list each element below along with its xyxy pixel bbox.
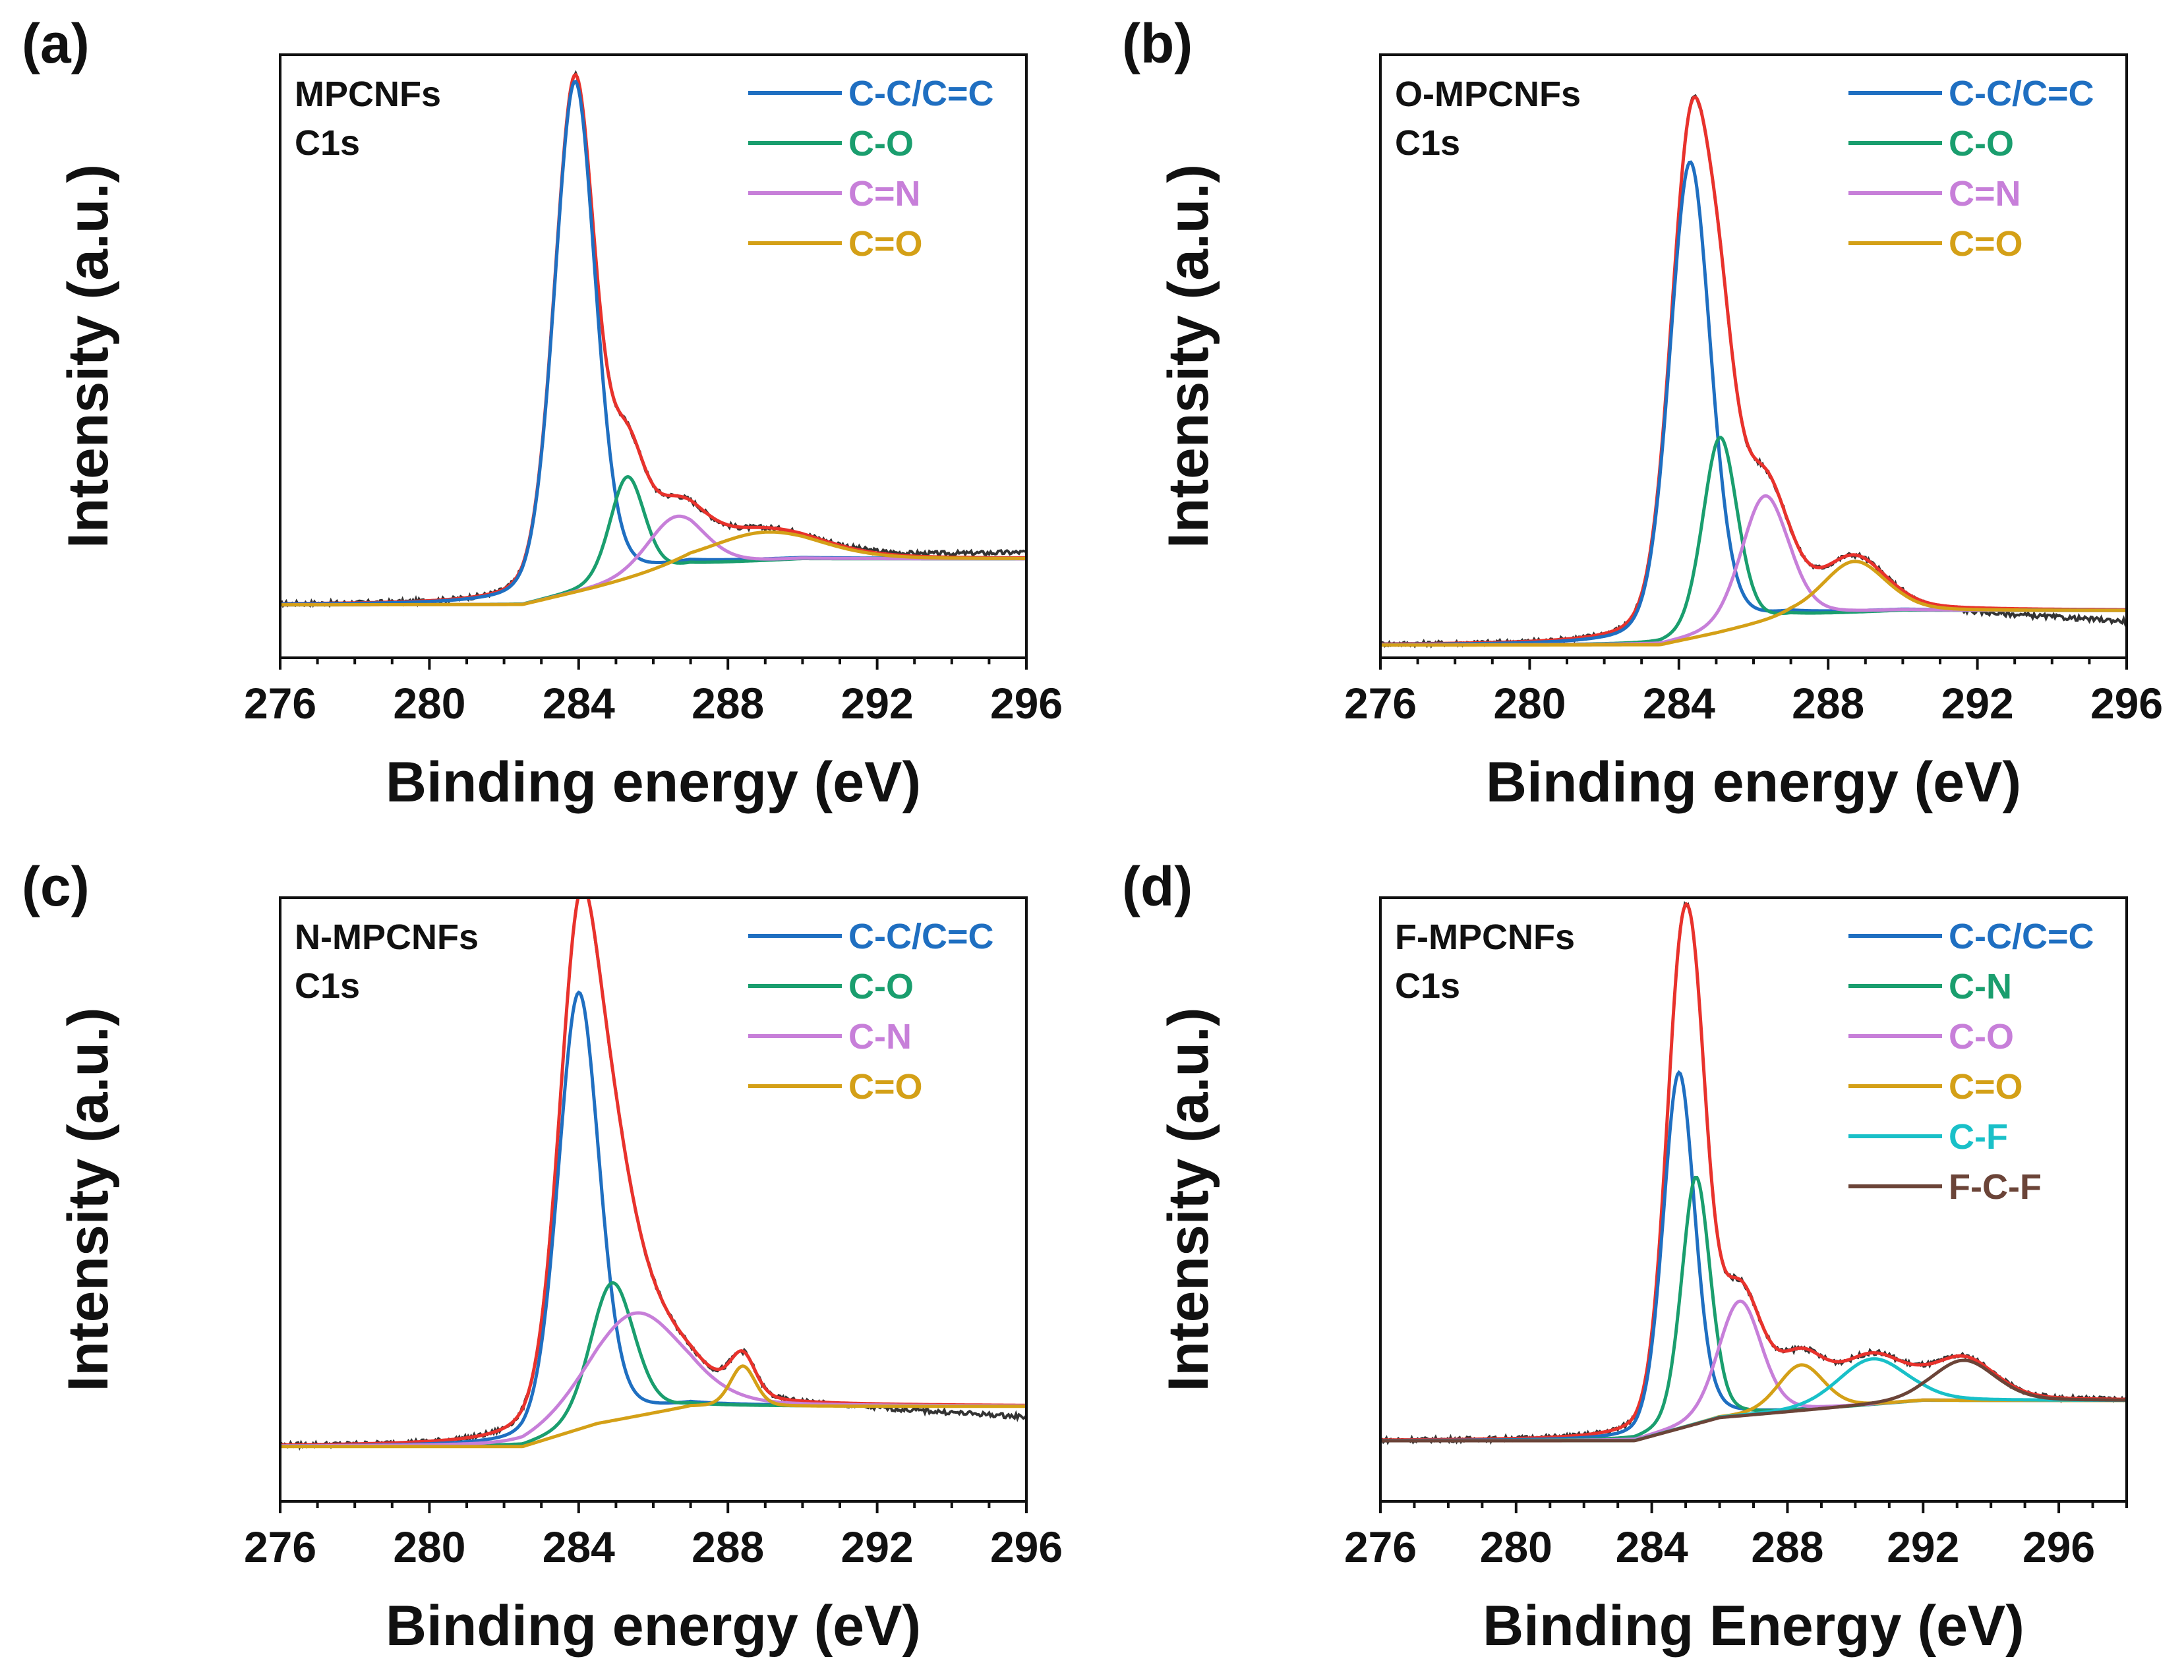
x-tick-label: 292: [1941, 679, 2014, 728]
component-line-c-o: [1382, 1363, 2125, 1443]
component-line-c-o: [281, 1281, 1025, 1448]
plot-frame: [279, 53, 1028, 659]
x-tick-label: 296: [2022, 1522, 2095, 1571]
y-axis-title: Intensity (a.u.): [57, 1008, 120, 1392]
component-line-c-o: [1382, 436, 2125, 647]
core-level-label: C1s: [295, 966, 360, 1006]
component-line-c-o: [281, 475, 1025, 607]
x-tick-label: 276: [244, 1522, 316, 1571]
core-level-label: C1s: [1395, 123, 1460, 163]
panel-letter: (d): [1122, 855, 1193, 917]
component-line-c-c-c-c: [281, 990, 1025, 1448]
x-tick-label: 292: [841, 1522, 914, 1571]
y-axis-title: Intensity (a.u.): [1157, 1008, 1220, 1392]
legend-label: C-N: [848, 1017, 912, 1057]
x-tick-label: 276: [244, 679, 316, 728]
panel-letter: (c): [22, 855, 90, 917]
fit-envelope-line: [281, 899, 1025, 1447]
x-tick-label: 296: [990, 679, 1063, 728]
legend-label: C=N: [1949, 174, 2021, 214]
x-tick-label: 288: [692, 1522, 764, 1571]
component-line-c-n: [281, 1311, 1025, 1448]
raw-spectrum-line: [281, 70, 1025, 608]
x-tick-label: 296: [990, 1522, 1063, 1571]
panel-letter: (a): [22, 13, 90, 74]
component-line-c-o: [1382, 560, 2125, 647]
x-tick-label: 292: [1887, 1522, 1959, 1571]
legend-label: C-O: [1949, 124, 2014, 163]
legend-label: C-O: [1949, 1017, 2014, 1057]
component-line-c-c-c-c: [281, 79, 1025, 606]
panel-b: (b) O-MPCNFs C1s 276 280 284 288 292 296 Binding …: [1122, 13, 2163, 814]
sample-label: MPCNFs: [295, 74, 441, 114]
x-tick-label: 280: [1493, 679, 1566, 728]
legend-label: C-O: [848, 967, 914, 1006]
x-tick-label: 292: [841, 679, 914, 728]
curves-group: [281, 899, 1025, 1451]
component-line-c-o: [1382, 1299, 2125, 1443]
fit-envelope-line: [281, 72, 1025, 606]
x-tick-label: 288: [1792, 679, 1864, 728]
legend-label: C=O: [848, 1067, 923, 1107]
legend-label: F-C-F: [1949, 1167, 2042, 1207]
x-tick-label: 288: [692, 679, 764, 728]
legend-label: C-O: [848, 124, 914, 163]
legend-label: C=N: [848, 174, 921, 214]
x-tick-label: 276: [1344, 1522, 1417, 1571]
x-tick-label: 284: [543, 679, 615, 728]
core-level-label: C1s: [295, 123, 360, 163]
panel-letter: (b): [1122, 13, 1193, 74]
legend-label: C-F: [1949, 1117, 2008, 1157]
curves-group: [1382, 900, 2125, 1445]
legend-label: C-C/C=C: [1949, 917, 2094, 956]
x-tick-label: 296: [2090, 679, 2163, 728]
component-line-c-o: [281, 530, 1025, 607]
y-axis-title: Intensity (a.u.): [1157, 164, 1220, 548]
x-tick-label: 280: [393, 1522, 465, 1571]
x-tick-label: 288: [1751, 1522, 1823, 1571]
panel-a: (a) MPCNFs C1s 276 280 284 288 292 296 Binding en…: [22, 13, 1063, 814]
x-axis-title: Binding energy (eV): [386, 751, 921, 814]
x-tick-label: 284: [1616, 1522, 1688, 1571]
x-axis-title: Binding energy (eV): [386, 1594, 921, 1658]
legend-label: C=O: [1949, 224, 2023, 264]
curves-group: [1382, 94, 2125, 649]
component-line-c-o: [281, 1364, 1025, 1449]
sample-label: O-MPCNFs: [1395, 74, 1581, 114]
legend-label: C-N: [1949, 967, 2012, 1006]
x-tick-label: 284: [543, 1522, 615, 1571]
component-line-f-c-f: [1382, 1358, 2125, 1443]
legend-label: C=O: [848, 224, 923, 264]
legend-label: C=O: [1949, 1067, 2023, 1107]
x-axis-title: Binding Energy (eV): [1483, 1594, 2024, 1658]
panel-d: (d) F-MPCNFs C1s 276 280 284 288 292 296 Binding …: [1122, 855, 2128, 1658]
panel-c: (c) N-MPCNFs C1s 276 280 284 288 292 296 Binding …: [22, 855, 1063, 1658]
x-tick-label: 280: [1480, 1522, 1552, 1571]
curves-group: [281, 70, 1025, 608]
sample-label: N-MPCNFs: [295, 917, 479, 957]
plot-frame: [279, 896, 1028, 1503]
plot-frame: [1379, 53, 2128, 659]
sample-label: F-MPCNFs: [1395, 917, 1575, 957]
y-axis-title: Intensity (a.u.): [57, 164, 120, 548]
x-tick-label: 276: [1344, 679, 1417, 728]
component-line-c-f: [1382, 1357, 2125, 1443]
legend-label: C-C/C=C: [1949, 74, 2094, 113]
x-tick-label: 284: [1643, 679, 1715, 728]
legend-label: C-C/C=C: [848, 74, 994, 113]
x-axis-title: Binding energy (eV): [1486, 751, 2021, 814]
x-tick-label: 280: [393, 679, 465, 728]
core-level-label: C1s: [1395, 966, 1460, 1006]
legend-label: C-C/C=C: [848, 917, 994, 956]
component-line-c-n: [281, 514, 1025, 607]
raw-spectrum-line: [281, 899, 1025, 1451]
